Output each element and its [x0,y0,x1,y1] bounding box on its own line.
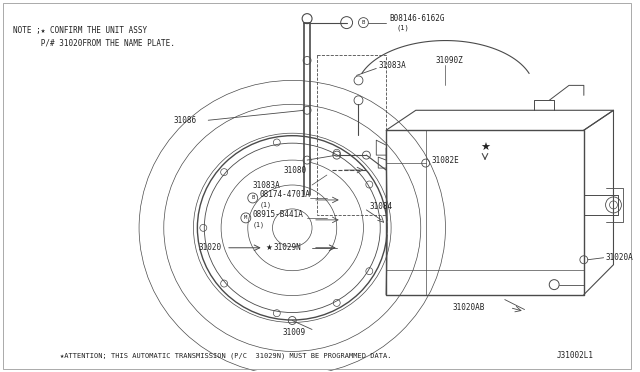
Text: 08915-B441A: 08915-B441A [253,211,303,219]
Text: 31080: 31080 [284,166,307,174]
Text: 31084: 31084 [369,202,392,211]
Text: M: M [244,215,248,220]
Text: B08146-6162G: B08146-6162G [389,14,445,23]
Text: B: B [362,20,365,25]
Text: 08174-4701A: 08174-4701A [260,190,310,199]
Text: (1): (1) [396,24,409,31]
Text: 31029N: 31029N [273,243,301,252]
Circle shape [303,57,311,64]
Text: B: B [251,195,254,201]
Text: (1): (1) [260,202,271,208]
Text: 31009: 31009 [282,328,305,337]
Text: 31020: 31020 [198,243,221,252]
Text: 31083A: 31083A [378,61,406,70]
Text: 31086: 31086 [173,116,196,125]
Circle shape [303,106,311,114]
Text: 31020AB: 31020AB [452,303,485,312]
Text: (1): (1) [253,222,265,228]
Text: NOTE ;★ CONFIRM THE UNIT ASSY: NOTE ;★ CONFIRM THE UNIT ASSY [13,26,147,35]
Text: ★: ★ [480,143,490,153]
Text: 31020A: 31020A [605,253,634,262]
Circle shape [303,156,311,164]
Text: J31002L1: J31002L1 [557,351,594,360]
Text: 31090Z: 31090Z [436,56,463,65]
Text: ★: ★ [266,243,273,252]
Text: 31082E: 31082E [431,155,460,164]
Bar [317,55,386,215]
Text: 31083A: 31083A [253,180,280,189]
Text: P/# 31020FROM THE NAME PLATE.: P/# 31020FROM THE NAME PLATE. [13,38,175,47]
Text: ★ATTENTION; THIS AUTOMATIC TRANSMISSION (P/C  31029N) MUST BE PROGRAMMED DATA.: ★ATTENTION; THIS AUTOMATIC TRANSMISSION … [60,352,392,359]
